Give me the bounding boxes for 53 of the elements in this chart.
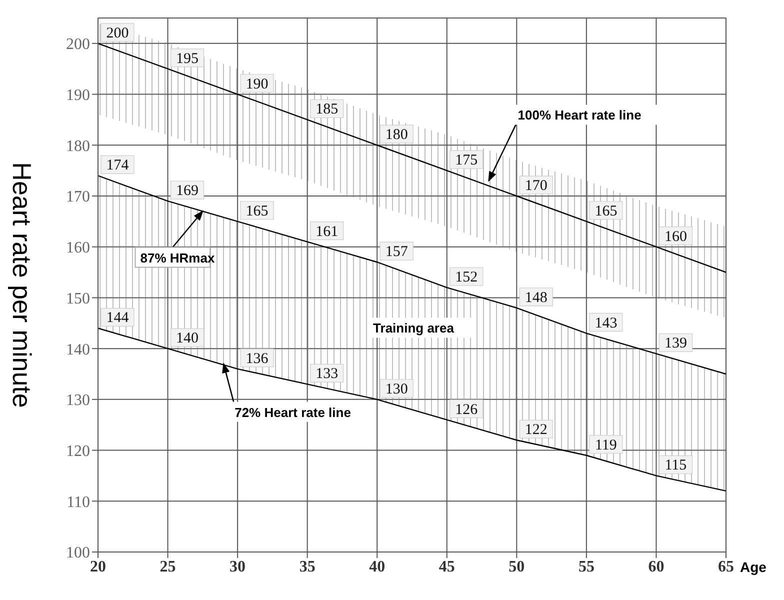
data-label: 165 (594, 203, 618, 220)
data-label: 170 (524, 178, 548, 194)
data-label: 133 (316, 366, 338, 382)
data-label: 122 (524, 422, 548, 438)
x-tick-label: 35 (299, 558, 316, 576)
data-label: 152 (455, 270, 478, 286)
data-label: 200 (106, 25, 129, 42)
data-label: 126 (455, 402, 478, 418)
data-label: 169 (176, 183, 199, 200)
data-label: 130 (385, 381, 408, 398)
data-label: 148 (524, 290, 548, 306)
y-tick-label: 170 (66, 188, 90, 206)
y-tick-label: 200 (66, 36, 90, 54)
data-label: 139 (664, 336, 687, 352)
data-label: 165 (246, 203, 268, 220)
data-label: 143 (594, 315, 618, 332)
y-tick-label: 160 (66, 240, 90, 257)
annotation: 100% Heart rate line (518, 108, 642, 123)
data-label: 175 (455, 152, 478, 169)
y-tick-label: 150 (66, 290, 90, 308)
y-tick-label: 190 (66, 86, 90, 104)
y-tick-label: 140 (66, 341, 90, 358)
annotation: Training area (373, 320, 455, 336)
data-label: 190 (246, 76, 268, 92)
y-tick-label: 130 (66, 392, 90, 410)
data-label: 180 (385, 127, 408, 144)
y-tick-label: 110 (66, 494, 90, 511)
x-tick-label: 65 (718, 558, 734, 576)
data-label: 115 (664, 458, 687, 474)
x-tick-label: 50 (508, 558, 525, 576)
x-tick-label: 30 (230, 558, 246, 576)
x-tick-label: 55 (578, 558, 594, 576)
annotation: 72% Heart rate line (234, 404, 351, 420)
data-label: 157 (385, 244, 408, 260)
data-label: 140 (176, 330, 199, 347)
data-label: 160 (664, 228, 687, 245)
x-tick-label: 45 (438, 558, 455, 576)
data-label: 136 (246, 350, 269, 367)
data-label: 185 (316, 102, 338, 118)
x-tick-label: 60 (648, 558, 664, 576)
data-label: 161 (316, 224, 338, 240)
y-tick-label: 180 (66, 138, 90, 155)
data-label: 195 (176, 50, 199, 67)
x-tick-label: 25 (160, 558, 176, 576)
y-tick-label: 100 (66, 544, 90, 562)
x-tick-label: 20 (90, 558, 106, 576)
data-label: 174 (106, 158, 130, 174)
data-label: 144 (106, 310, 130, 326)
annotation: 87% HRmax (140, 250, 216, 266)
data-label: 119 (594, 437, 617, 454)
x-axis-title: Age (740, 558, 767, 575)
x-tick-label: 40 (369, 558, 386, 576)
y-tick-label: 120 (66, 442, 90, 460)
